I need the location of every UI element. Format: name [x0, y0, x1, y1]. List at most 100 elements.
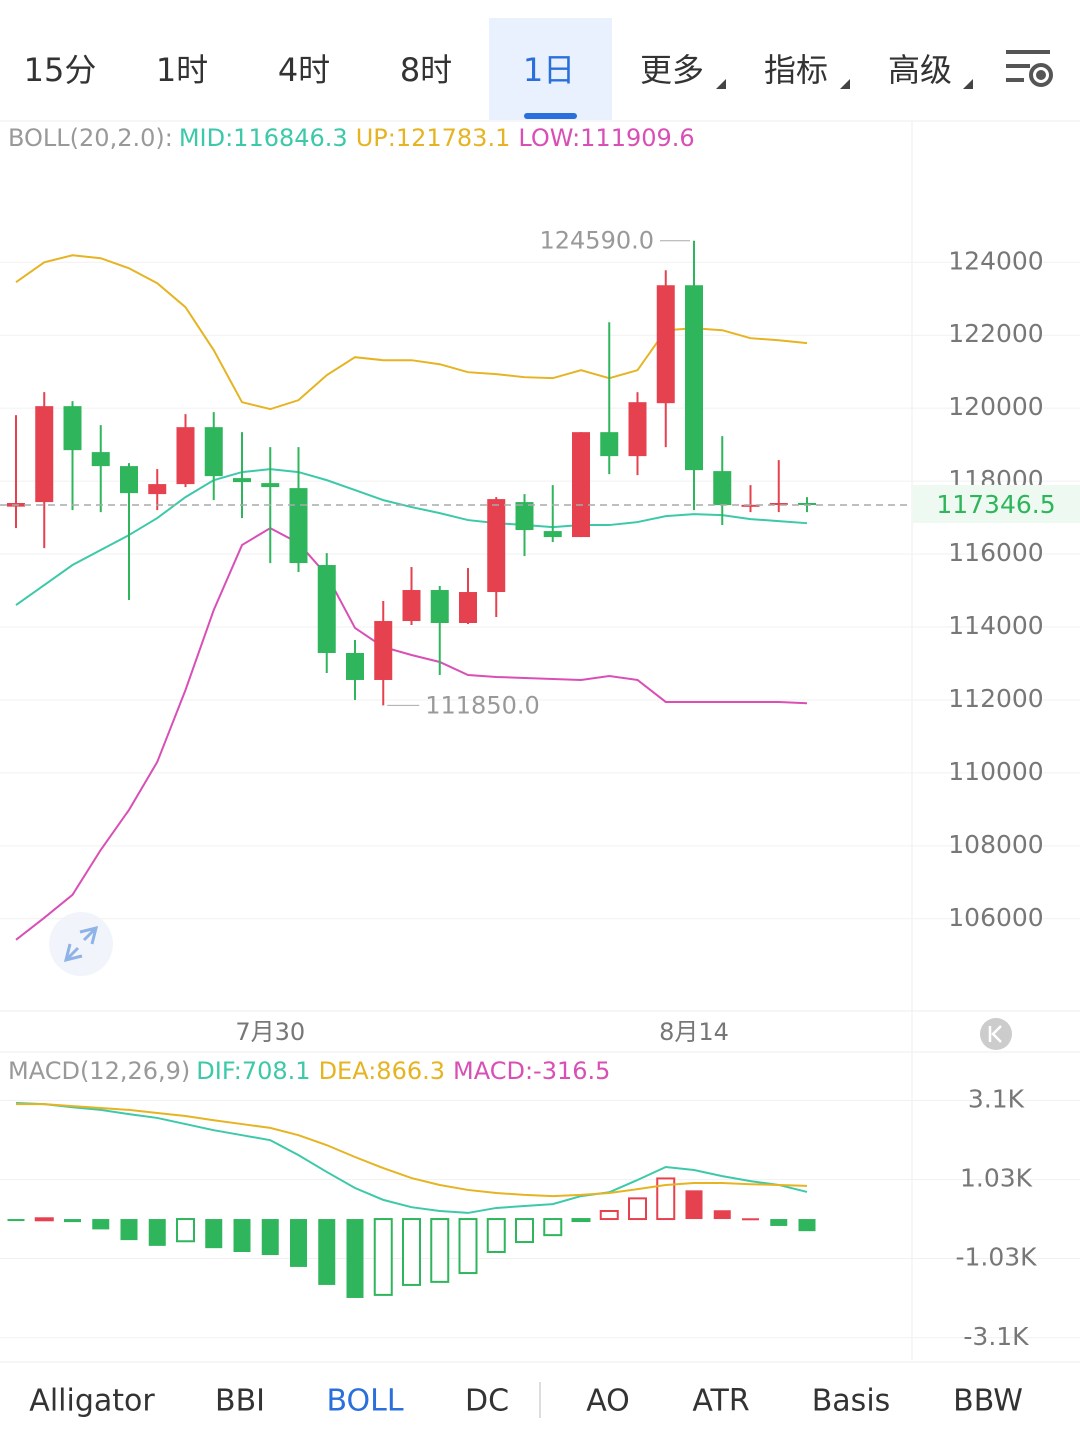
- indicator-line: [15, 254, 808, 411]
- indicator-title: MACD(12,26,9): [8, 1057, 190, 1085]
- candle-body: [176, 427, 195, 485]
- indicator-tab[interactable]: ATR: [692, 1384, 749, 1419]
- macd-bar: [176, 1218, 195, 1243]
- macd-bar: [261, 1219, 279, 1256]
- scroll-latest-button[interactable]: [980, 1018, 1012, 1050]
- macd-bar: [92, 1219, 110, 1230]
- timeframe-tab[interactable]: 高级: [888, 51, 952, 89]
- low-label: 111850.0: [425, 691, 540, 719]
- macd-bar: [628, 1197, 647, 1221]
- macd-bar: [656, 1177, 676, 1221]
- macd-bar: [770, 1219, 788, 1226]
- candle-body: [572, 432, 590, 538]
- legend-entry: UP:121783.1: [356, 124, 511, 152]
- indicator-line: [15, 526, 808, 941]
- macd-bar: [290, 1219, 307, 1267]
- candle-body: [317, 565, 336, 653]
- indicator-tab[interactable]: BBW: [953, 1384, 1023, 1419]
- indicator-legend: MACD(12,26,9) DIF:708.1 DEA:866.3 MACD:-316…: [8, 1057, 610, 1085]
- candle-body: [233, 478, 251, 483]
- y-tick-label: 106000: [948, 903, 1043, 932]
- y-tick-label: 1.03K: [960, 1164, 1033, 1193]
- timeframe-tab[interactable]: 8时: [400, 51, 452, 89]
- candle-body: [656, 285, 675, 404]
- macd-bar: [205, 1219, 223, 1249]
- active-tab-bg: [489, 18, 612, 120]
- y-tick-label: 114000: [948, 611, 1043, 640]
- candle-body: [204, 427, 223, 477]
- candle-body: [713, 471, 732, 506]
- macd-bar: [318, 1219, 336, 1285]
- indicator-tab[interactable]: BOLL: [326, 1384, 403, 1419]
- candle-body: [148, 484, 167, 495]
- candle-body: [798, 502, 816, 505]
- macd-bar: [685, 1190, 703, 1220]
- y-tick-label: 116000: [948, 538, 1043, 567]
- high-label: 124590.0: [539, 227, 654, 255]
- indicator-tab[interactable]: AO: [586, 1384, 630, 1419]
- candle-body: [120, 466, 138, 494]
- legend-entry: LOW:111909.6: [518, 124, 694, 152]
- macd-bar: [798, 1219, 816, 1232]
- macd-bar: [120, 1219, 138, 1241]
- candle-body: [685, 285, 703, 471]
- timeframe-tab[interactable]: 更多: [640, 51, 704, 89]
- indicator-tab[interactable]: Basis: [812, 1384, 891, 1419]
- indicator-line: [15, 1102, 808, 1214]
- indicator-title: BOLL(20,2.0):: [8, 124, 173, 152]
- candle-body: [346, 652, 364, 680]
- macd-bar: [402, 1218, 421, 1286]
- candle-body: [35, 406, 54, 503]
- y-tick-label: 108000: [948, 830, 1043, 859]
- indicator-tab[interactable]: DC: [465, 1384, 509, 1419]
- indicator-line: [15, 468, 808, 606]
- settings-icon[interactable]: [1006, 50, 1053, 87]
- macd-bar: [233, 1219, 251, 1252]
- candle-body: [430, 590, 449, 623]
- candle-body: [402, 590, 421, 622]
- timeframe-tab[interactable]: 指标: [764, 51, 828, 89]
- active-tab-underline: [524, 113, 577, 119]
- candle-body: [515, 502, 534, 531]
- y-tick-label: 3.1K: [968, 1084, 1025, 1113]
- macd-bar: [430, 1218, 450, 1283]
- macd-bar: [7, 1219, 25, 1222]
- y-tick-label: 124000: [948, 246, 1043, 275]
- macd-bar: [34, 1217, 54, 1222]
- macd-bar: [148, 1219, 166, 1246]
- macd-bar: [713, 1210, 731, 1220]
- candle-body: [600, 432, 619, 457]
- y-tick-label: 122000: [948, 319, 1043, 348]
- timeframe-tab[interactable]: 1日: [523, 51, 575, 89]
- candle-body: [543, 531, 562, 538]
- indicator-legend: BOLL(20,2.0): MID:116846.3 UP:121783.1 LOW:…: [8, 124, 695, 152]
- candle-body: [374, 621, 393, 680]
- macd-bar: [515, 1218, 534, 1244]
- legend-entry: MID:116846.3: [179, 124, 348, 152]
- timeframe-tab[interactable]: 15分: [24, 51, 97, 89]
- timeframe-tab[interactable]: 4时: [278, 51, 330, 89]
- macd-bar: [543, 1218, 563, 1237]
- legend-entry: MACD:-316.5: [453, 1057, 610, 1085]
- y-tick-label: 120000: [948, 392, 1043, 421]
- candle-body: [459, 592, 477, 623]
- candle-body: [741, 504, 760, 507]
- dropdown-arrows: [716, 79, 973, 89]
- timeframe-tab[interactable]: 1时: [156, 51, 208, 89]
- last-price-label: 117346.5: [936, 490, 1055, 519]
- indicator-tab[interactable]: Alligator: [29, 1384, 155, 1419]
- indicator-tab[interactable]: BBI: [215, 1384, 265, 1419]
- candle-body: [289, 488, 308, 564]
- last-price-box: [913, 484, 1080, 523]
- macd-bar: [599, 1210, 619, 1221]
- indicator-line: [16, 1103, 808, 1198]
- macd-bar: [64, 1219, 81, 1223]
- expand-icon[interactable]: [49, 912, 113, 976]
- candle-body: [261, 483, 280, 488]
- macd-bar: [346, 1219, 364, 1298]
- x-tick-label: 7月30: [235, 1018, 305, 1046]
- macd-bar: [742, 1218, 759, 1221]
- macd-bar: [373, 1218, 393, 1296]
- candle-body: [487, 499, 506, 593]
